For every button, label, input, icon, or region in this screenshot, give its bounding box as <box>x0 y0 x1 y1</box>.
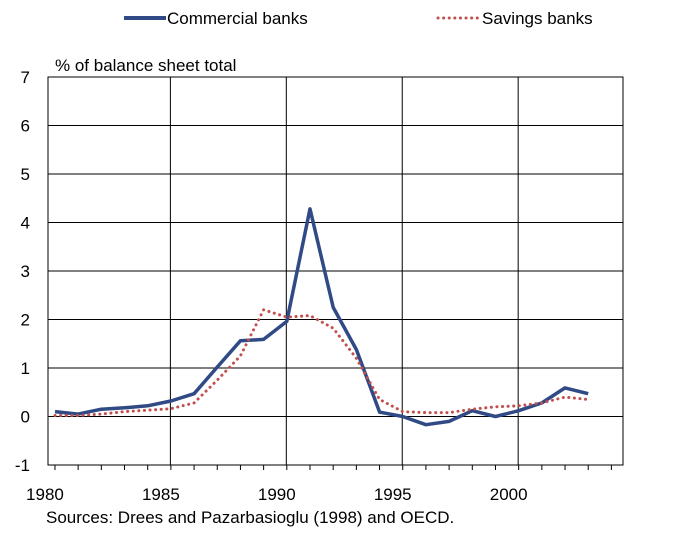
legend: Commercial banks Savings banks <box>124 9 593 28</box>
y-axis-ticks: -1 0 1 2 3 4 5 6 7 <box>15 68 30 475</box>
y-tick-label: 0 <box>21 408 30 427</box>
x-tick-label: 1990 <box>258 485 296 504</box>
plot-area-frame <box>47 76 624 466</box>
x-tick-label: 1985 <box>142 485 180 504</box>
x-tick-label: 2000 <box>490 485 528 504</box>
x-tick-label: 1995 <box>374 485 412 504</box>
y-tick-label: 4 <box>21 214 30 233</box>
y-tick-label: 7 <box>21 68 30 87</box>
x-axis-ticks: 1980 1985 1990 1995 2000 <box>26 465 612 504</box>
y-tick-label: 5 <box>21 165 30 184</box>
series-layer <box>53 207 590 427</box>
y-tick-label: 6 <box>21 117 30 136</box>
x-tick-label: 1980 <box>26 485 64 504</box>
y-tick-label: -1 <box>15 456 30 475</box>
y-tick-label: 2 <box>21 311 30 330</box>
line-chart: Commercial banks Savings banks % of balan… <box>15 9 624 504</box>
gridlines <box>48 77 623 465</box>
series-line-2 <box>53 308 590 417</box>
legend-label-2: Savings banks <box>482 9 593 28</box>
source-note: Sources: Drees and Pazarbasioglu (1998) … <box>46 508 455 527</box>
y-tick-label: 3 <box>21 262 30 281</box>
legend-label-1: Commercial banks <box>167 9 308 28</box>
y-axis-title: % of balance sheet total <box>55 56 236 75</box>
series-line-1 <box>54 207 589 427</box>
y-tick-label: 1 <box>21 359 30 378</box>
